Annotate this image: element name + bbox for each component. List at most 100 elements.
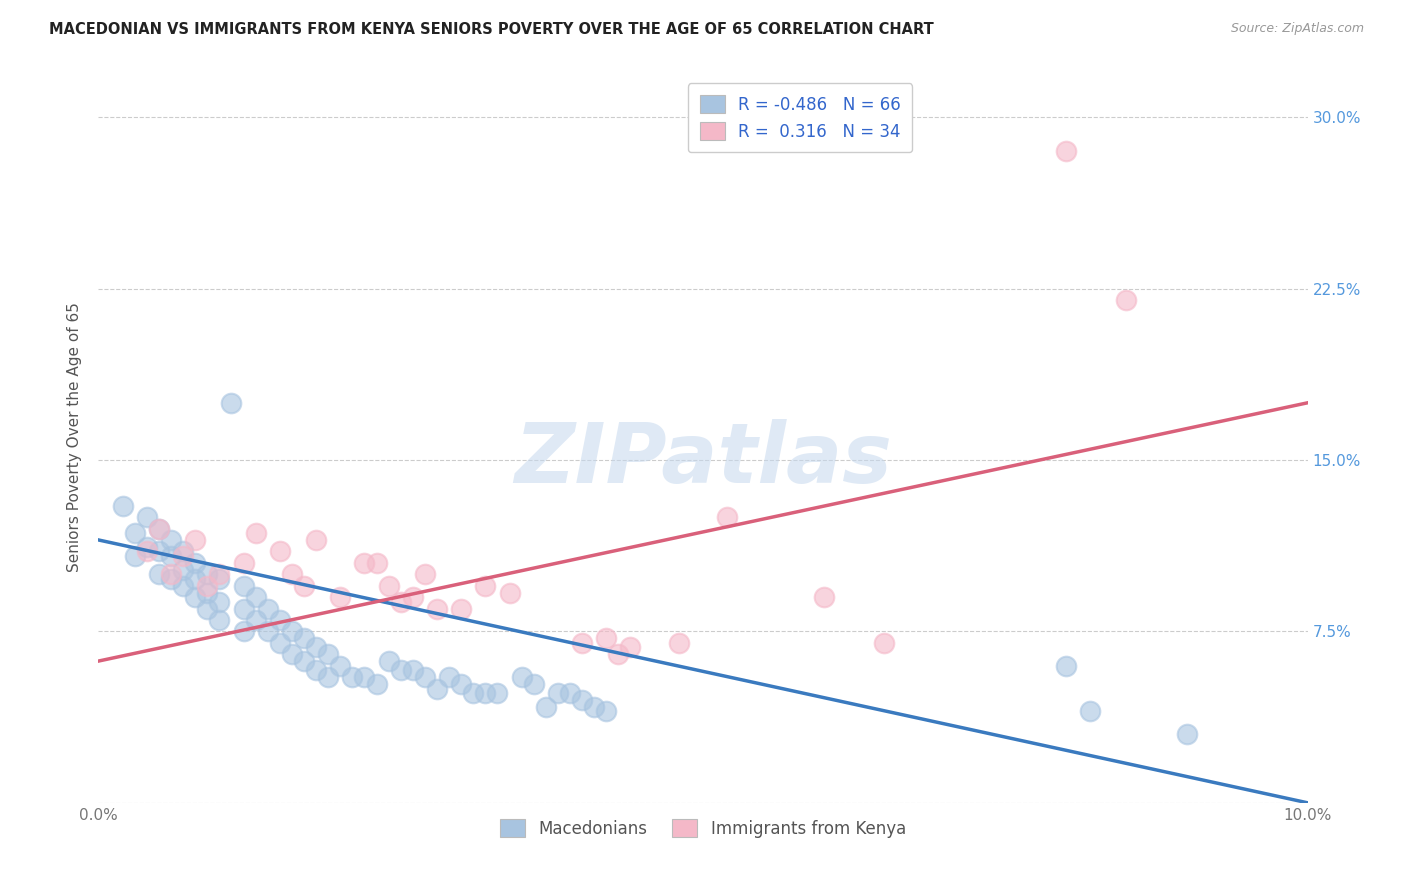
Point xyxy=(232,601,254,615)
Point xyxy=(402,663,425,677)
Point xyxy=(305,533,328,547)
Point xyxy=(389,663,412,677)
Point xyxy=(184,533,207,547)
Point xyxy=(269,636,291,650)
Point xyxy=(269,613,291,627)
Point xyxy=(160,549,183,563)
Point xyxy=(353,556,375,570)
Point xyxy=(426,681,449,696)
Point xyxy=(316,647,339,661)
Point xyxy=(160,533,183,547)
Text: MACEDONIAN VS IMMIGRANTS FROM KENYA SENIORS POVERTY OVER THE AGE OF 65 CORRELATI: MACEDONIAN VS IMMIGRANTS FROM KENYA SENI… xyxy=(49,22,934,37)
Point xyxy=(135,510,157,524)
Point xyxy=(558,686,581,700)
Point xyxy=(208,595,231,609)
Point xyxy=(571,636,593,650)
Point xyxy=(208,613,231,627)
Point xyxy=(498,585,520,599)
Point xyxy=(523,677,546,691)
Point xyxy=(450,677,472,691)
Point xyxy=(195,601,218,615)
Point xyxy=(292,654,315,668)
Point xyxy=(245,526,267,541)
Point xyxy=(292,579,315,593)
Legend: Macedonians, Immigrants from Kenya: Macedonians, Immigrants from Kenya xyxy=(488,807,918,849)
Point xyxy=(305,640,328,655)
Point xyxy=(474,686,496,700)
Point xyxy=(292,632,315,646)
Point xyxy=(124,549,146,563)
Point xyxy=(208,572,231,586)
Point xyxy=(172,544,194,558)
Point xyxy=(342,670,364,684)
Point xyxy=(873,636,896,650)
Point xyxy=(668,636,690,650)
Point xyxy=(172,549,194,563)
Point xyxy=(716,510,738,524)
Point xyxy=(232,556,254,570)
Point xyxy=(510,670,533,684)
Point xyxy=(124,526,146,541)
Point xyxy=(148,521,170,535)
Point xyxy=(389,595,412,609)
Point xyxy=(208,567,231,582)
Point xyxy=(148,521,170,535)
Point xyxy=(172,563,194,577)
Point xyxy=(1078,705,1101,719)
Point xyxy=(534,699,557,714)
Point xyxy=(329,658,352,673)
Point xyxy=(245,613,267,627)
Point xyxy=(619,640,641,655)
Point xyxy=(463,686,485,700)
Point xyxy=(184,572,207,586)
Point xyxy=(281,624,304,639)
Point xyxy=(195,567,218,582)
Point xyxy=(413,567,436,582)
Point xyxy=(160,567,183,582)
Point xyxy=(547,686,569,700)
Point xyxy=(583,699,606,714)
Point xyxy=(595,632,617,646)
Point xyxy=(195,579,218,593)
Point xyxy=(426,601,449,615)
Text: ZIPatlas: ZIPatlas xyxy=(515,418,891,500)
Point xyxy=(402,590,425,604)
Point xyxy=(486,686,509,700)
Y-axis label: Seniors Poverty Over the Age of 65: Seniors Poverty Over the Age of 65 xyxy=(67,302,83,572)
Point xyxy=(571,693,593,707)
Point xyxy=(377,654,399,668)
Point xyxy=(221,396,243,410)
Point xyxy=(305,663,328,677)
Point xyxy=(195,585,218,599)
Point xyxy=(329,590,352,604)
Point xyxy=(135,544,157,558)
Point xyxy=(281,647,304,661)
Point xyxy=(111,499,134,513)
Point xyxy=(256,624,278,639)
Point xyxy=(607,647,630,661)
Text: Source: ZipAtlas.com: Source: ZipAtlas.com xyxy=(1230,22,1364,36)
Point xyxy=(148,567,170,582)
Point xyxy=(1054,145,1077,159)
Point xyxy=(148,544,170,558)
Point xyxy=(172,579,194,593)
Point xyxy=(413,670,436,684)
Point xyxy=(377,579,399,593)
Point xyxy=(160,572,183,586)
Point xyxy=(232,579,254,593)
Point xyxy=(1175,727,1198,741)
Point xyxy=(232,624,254,639)
Point xyxy=(437,670,460,684)
Point xyxy=(595,705,617,719)
Point xyxy=(184,590,207,604)
Point xyxy=(269,544,291,558)
Point xyxy=(1054,658,1077,673)
Point xyxy=(281,567,304,582)
Point xyxy=(1115,293,1137,307)
Point xyxy=(366,677,388,691)
Point xyxy=(353,670,375,684)
Point xyxy=(813,590,835,604)
Point xyxy=(135,540,157,554)
Point xyxy=(245,590,267,604)
Point xyxy=(474,579,496,593)
